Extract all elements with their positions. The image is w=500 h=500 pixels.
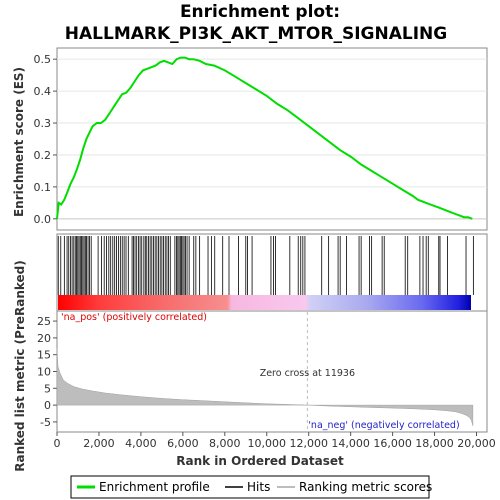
- legend-enrichment-label: Enrichment profile: [99, 480, 210, 494]
- x-axis-label: Rank in Ordered Dataset: [176, 454, 344, 468]
- es-y-axis-label: Enrichment score (ES): [12, 67, 26, 217]
- chart-title-line-1: Enrichment plot:: [180, 2, 340, 22]
- x-tick-label: 6,000: [167, 437, 199, 450]
- ranking-panel-frame: [56, 310, 488, 433]
- legend-ranking-label: Ranking metric scores: [299, 480, 432, 494]
- x-tick-label: 0: [54, 437, 61, 450]
- ranking-y-tick-label: 20: [37, 332, 51, 345]
- ranking-y-tick-label: -5: [40, 416, 51, 429]
- enrichment-profile-line: [56, 56, 473, 220]
- x-tick-label: 18,000: [415, 437, 454, 450]
- positive-correlation-label: 'na_pos' (positively correlated): [61, 312, 207, 323]
- negative-correlation-label: 'na_neg' (negatively correlated): [308, 420, 459, 431]
- chart-title-line-2: HALLMARK_PI3K_AKT_MTOR_SIGNALING: [65, 24, 447, 44]
- ranking-heatmap-bar: [58, 295, 471, 310]
- ranking-y-tick-label: 5: [44, 382, 51, 395]
- legend-hits-label: Hits: [247, 480, 270, 494]
- ranking-y-axis: -5 0 5 10 15 20 25: [37, 315, 57, 429]
- ranking-y-tick-label: 15: [37, 349, 51, 362]
- es-y-tick-label: 0.1: [34, 181, 52, 194]
- es-panel-frame: [56, 47, 488, 231]
- x-tick-label: 14,000: [331, 437, 370, 450]
- es-y-axis: 0.0 0.1 0.2 0.3 0.4 0.5: [34, 53, 57, 226]
- ranking-y-tick-label: 10: [37, 366, 51, 379]
- ranking-y-axis-label: Ranked list metric (PreRanked): [13, 260, 27, 472]
- es-y-tick-label: 0.4: [34, 85, 52, 98]
- x-tick-label: 16,000: [373, 437, 412, 450]
- zero-cross-label: Zero cross at 11936: [260, 368, 355, 379]
- ranking-y-tick-label: 25: [37, 315, 51, 328]
- x-axis: 0 2,000 4,000 6,000 8,000 10,000 12,000 14,000 1…: [54, 432, 496, 450]
- es-y-tick-label: 0.0: [34, 213, 52, 226]
- x-tick-label: 4,000: [125, 437, 157, 450]
- legend-box: [70, 475, 430, 499]
- es-y-tick-label: 0.5: [34, 53, 52, 66]
- x-tick-label: 20,000: [457, 437, 496, 450]
- ranking-y-tick-label: 0: [44, 399, 51, 412]
- x-tick-label: 2,000: [83, 437, 115, 450]
- x-tick-label: 10,000: [248, 437, 287, 450]
- x-tick-label: 12,000: [289, 437, 328, 450]
- es-y-tick-label: 0.2: [34, 149, 52, 162]
- hits-layer: [57, 236, 474, 295]
- es-y-tick-label: 0.3: [34, 117, 52, 130]
- ranking-metric-area: [56, 347, 474, 426]
- x-tick-label: 8,000: [209, 437, 241, 450]
